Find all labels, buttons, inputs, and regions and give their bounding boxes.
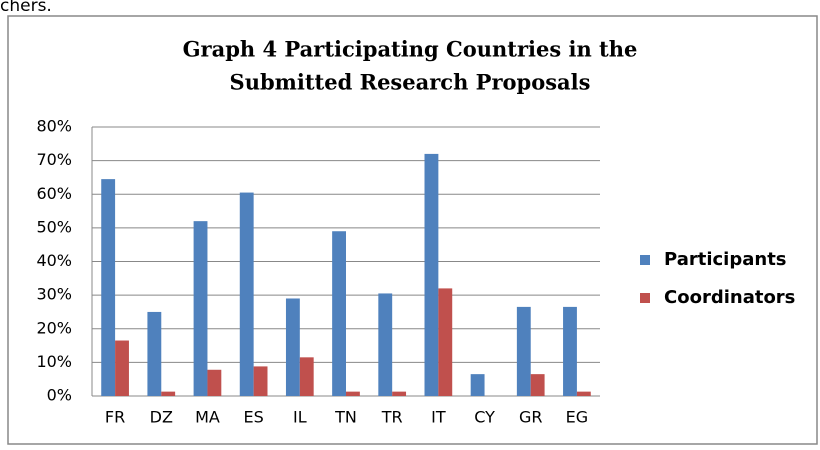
- bar: [161, 391, 176, 396]
- x-tick-label: IL: [293, 408, 307, 427]
- x-tick-label: GR: [519, 408, 543, 427]
- chart-frame: [7, 15, 818, 445]
- bar: [516, 306, 531, 396]
- chart-title: Graph 4 Participating Countries in the: [183, 37, 638, 62]
- x-tick-label: TN: [334, 408, 357, 427]
- bar: [392, 391, 407, 396]
- bar: [378, 293, 393, 396]
- y-tick-label: 30%: [36, 285, 72, 304]
- bar: [470, 374, 485, 396]
- x-tick-label: ES: [244, 408, 264, 427]
- bar: [576, 391, 591, 396]
- legend-swatch: [640, 255, 650, 265]
- bar: [207, 369, 222, 396]
- bar: [115, 340, 129, 396]
- bar: [299, 357, 314, 396]
- x-tick-label: TR: [381, 408, 403, 427]
- legend-label: Coordinators: [664, 287, 795, 308]
- x-tick-label: EG: [566, 408, 589, 427]
- chart-title: Submitted Research Proposals: [230, 70, 591, 95]
- bar: [193, 221, 208, 396]
- bar: [424, 153, 439, 396]
- x-tick-label: DZ: [150, 408, 173, 427]
- bar: [530, 374, 545, 396]
- x-tick-label: CY: [474, 408, 495, 427]
- y-tick-label: 10%: [36, 352, 72, 371]
- bar: [147, 311, 162, 396]
- bar: [101, 179, 116, 396]
- bar: [285, 298, 300, 396]
- bar: [346, 391, 360, 396]
- bar: [563, 306, 577, 396]
- y-tick-label: 20%: [36, 318, 72, 337]
- x-tick-label: FR: [105, 408, 125, 427]
- legend-swatch: [640, 293, 650, 303]
- bar: [332, 231, 346, 396]
- bar: [239, 192, 254, 396]
- y-tick-label: 60%: [36, 184, 72, 203]
- y-tick-label: 70%: [36, 150, 72, 169]
- bar: [438, 288, 453, 396]
- x-tick-label: MA: [195, 408, 220, 427]
- y-tick-label: 50%: [36, 217, 72, 236]
- x-tick-label: IT: [431, 408, 446, 427]
- page-text: chers.: [0, 0, 52, 16]
- y-tick-label: 0%: [47, 386, 72, 405]
- legend-label: Participants: [664, 249, 787, 270]
- bar: [253, 366, 268, 396]
- y-tick-label: 80%: [36, 117, 72, 136]
- y-tick-label: 40%: [36, 251, 72, 270]
